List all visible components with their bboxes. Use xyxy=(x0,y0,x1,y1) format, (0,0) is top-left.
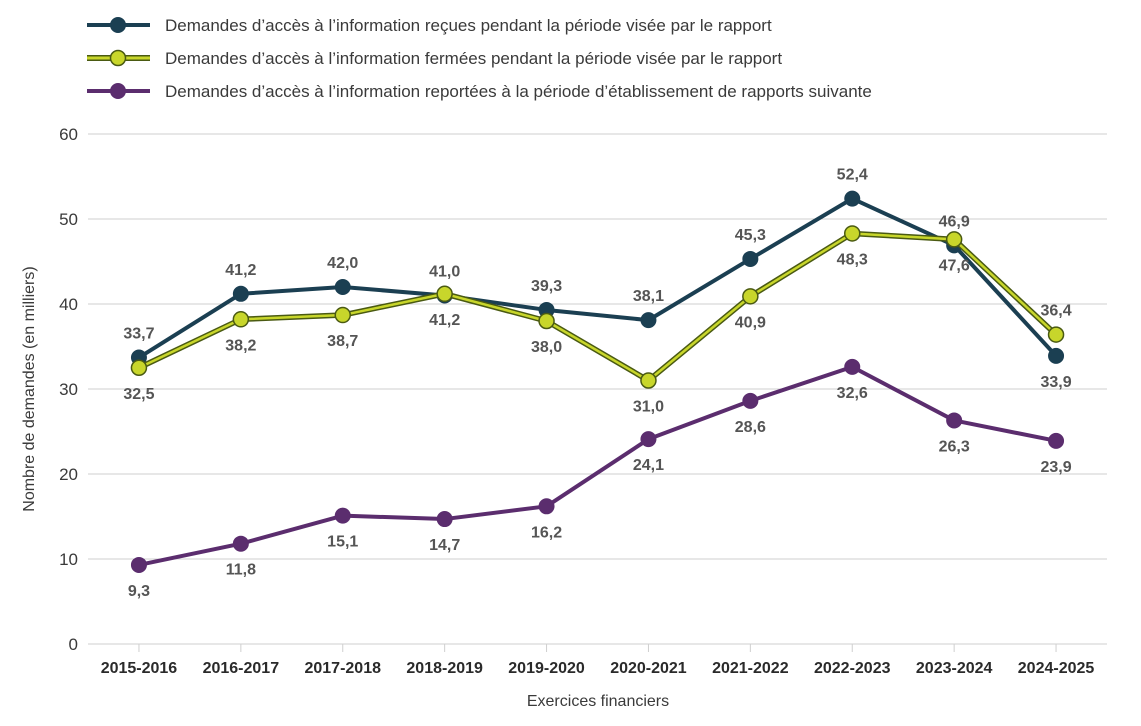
data-label: 32,5 xyxy=(123,386,154,403)
data-label: 47,6 xyxy=(939,257,970,274)
data-point[interactable] xyxy=(946,412,963,429)
data-point[interactable] xyxy=(232,535,249,552)
legend-item-1[interactable]: Demandes d’accès à l’information fermées… xyxy=(87,49,782,68)
data-label: 41,0 xyxy=(429,264,460,281)
data-point[interactable] xyxy=(232,285,249,302)
x-tick-label: 2017-2018 xyxy=(304,660,381,677)
data-label: 33,7 xyxy=(123,326,154,343)
x-tick-label: 2016-2017 xyxy=(203,660,280,677)
data-point[interactable] xyxy=(334,279,351,295)
data-point[interactable] xyxy=(130,556,147,573)
legend-item-0[interactable]: Demandes d’accès à l’information reçues … xyxy=(87,16,772,35)
data-label: 38,2 xyxy=(225,337,256,354)
legend-label: Demandes d’accès à l’information reporté… xyxy=(165,82,872,101)
x-tick-label: 2024-2025 xyxy=(1018,660,1095,677)
data-point[interactable] xyxy=(640,312,657,329)
x-tick-label: 2020-2021 xyxy=(610,660,687,677)
x-tick-label: 2022-2023 xyxy=(814,660,891,677)
data-point[interactable] xyxy=(436,511,453,528)
y-tick-label: 10 xyxy=(59,550,78,569)
series-line-outline-1 xyxy=(137,230,1058,384)
y-tick-label: 60 xyxy=(59,125,78,144)
data-point[interactable] xyxy=(742,250,759,267)
data-label: 33,9 xyxy=(1040,374,1071,391)
data-label: 24,1 xyxy=(633,457,664,474)
data-label: 26,3 xyxy=(939,438,970,455)
data-point[interactable] xyxy=(1048,347,1065,364)
data-label: 11,8 xyxy=(226,562,256,579)
x-axis-title: Exercices financiers xyxy=(527,693,669,710)
data-point[interactable] xyxy=(334,507,351,524)
legend-swatch-marker xyxy=(109,49,127,67)
data-point[interactable] xyxy=(640,372,657,389)
legend-swatch-marker xyxy=(110,17,126,33)
series-line-2 xyxy=(138,364,1057,567)
y-tick-label: 0 xyxy=(69,635,78,654)
data-label: 32,6 xyxy=(837,385,868,402)
data-point[interactable] xyxy=(1048,432,1065,449)
data-label: 52,4 xyxy=(837,167,868,184)
data-label: 48,3 xyxy=(837,251,868,268)
data-label: 14,7 xyxy=(429,537,460,554)
data-label: 16,2 xyxy=(531,524,562,541)
data-label: 41,2 xyxy=(225,262,256,279)
y-tick-label: 50 xyxy=(59,210,78,229)
y-tick-label: 30 xyxy=(59,380,78,399)
data-label: 38,1 xyxy=(633,288,664,305)
legend-label: Demandes d’accès à l’information reçues … xyxy=(165,16,772,35)
data-label: 41,2 xyxy=(429,312,460,329)
x-tick-label: 2023-2024 xyxy=(916,660,993,677)
data-point[interactable] xyxy=(538,498,555,515)
data-point[interactable] xyxy=(945,231,963,248)
data-point[interactable] xyxy=(1047,326,1065,343)
data-label: 38,7 xyxy=(327,333,358,350)
data-point[interactable] xyxy=(232,311,250,328)
data-label: 31,0 xyxy=(633,399,664,416)
data-label: 23,9 xyxy=(1040,459,1071,476)
data-label: 28,6 xyxy=(735,419,766,436)
x-axis: 2015-2016 2016-2017 2017-2018 2018-2019 2019… xyxy=(101,644,1095,677)
x-tick-label: 2019-2020 xyxy=(508,660,585,677)
series-line-1 xyxy=(138,232,1057,382)
data-label: 15,1 xyxy=(327,534,358,551)
data-point[interactable] xyxy=(130,359,148,376)
y-tick-label: 20 xyxy=(59,465,78,484)
legend-label: Demandes d’accès à l’information fermées… xyxy=(165,49,782,68)
data-label: 38,0 xyxy=(531,339,562,356)
data-point[interactable] xyxy=(742,392,759,409)
x-tick-label: 2015-2016 xyxy=(101,660,178,677)
legend-item-2[interactable]: Demandes d’accès à l’information reporté… xyxy=(87,82,872,101)
series-line-0 xyxy=(137,196,1058,360)
y-axis-title: Nombre de demandes (en milliers) xyxy=(21,266,38,511)
x-tick-label: 2018-2019 xyxy=(406,660,483,677)
data-point[interactable] xyxy=(844,225,861,242)
data-point[interactable] xyxy=(742,288,759,305)
data-point[interactable] xyxy=(844,358,861,375)
legend-swatch-marker xyxy=(110,83,126,99)
data-labels: 33,7 41,2 42,0 41,0 39,3 38,1 45,3 52,4 46,9 33,9… xyxy=(123,167,1071,600)
data-label: 9,3 xyxy=(128,583,150,600)
data-point[interactable] xyxy=(844,190,861,207)
series-group xyxy=(130,190,1065,573)
legend: Demandes d’accès à l’information reçues … xyxy=(87,16,872,101)
data-point[interactable] xyxy=(538,312,555,330)
y-tick-label: 40 xyxy=(59,295,78,314)
data-point[interactable] xyxy=(436,285,453,303)
data-point[interactable] xyxy=(640,431,657,448)
data-label: 42,0 xyxy=(327,255,358,272)
data-label: 39,3 xyxy=(531,278,562,295)
data-label: 40,9 xyxy=(735,314,766,331)
data-label: 36,4 xyxy=(1040,303,1071,320)
data-point[interactable] xyxy=(334,306,351,324)
gridlines xyxy=(88,133,1107,645)
data-label: 45,3 xyxy=(735,227,766,244)
data-label: 46,9 xyxy=(939,213,970,230)
y-axis-ticks: 0 10 20 30 40 50 60 xyxy=(59,125,78,654)
x-tick-label: 2021-2022 xyxy=(712,660,789,677)
